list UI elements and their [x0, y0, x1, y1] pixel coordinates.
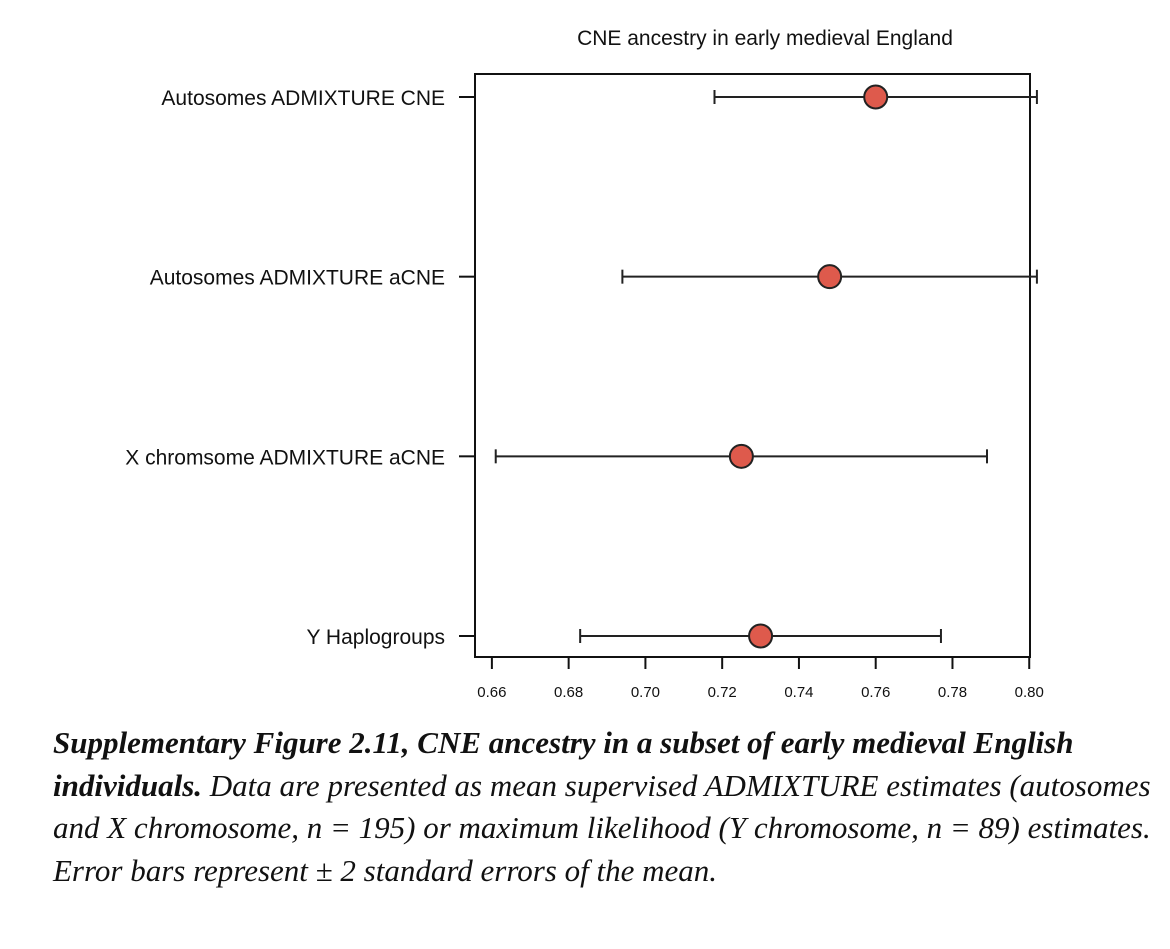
x-tick-label: 0.80	[1015, 684, 1044, 701]
mean-point	[728, 443, 754, 469]
chart-title: CNE ancestry in early medieval England	[577, 27, 953, 50]
x-tick-label: 0.70	[631, 684, 660, 701]
figure-caption: Supplementary Figure 2.11, CNE ancestry …	[53, 722, 1163, 892]
y-tick-label: Autosomes ADMIXTURE aCNE	[150, 267, 445, 290]
x-tick-label: 0.72	[708, 684, 737, 701]
y-tick-label: Autosomes ADMIXTURE CNE	[161, 87, 445, 110]
x-tick-label: 0.76	[861, 684, 890, 701]
caption-text: Data are presented as mean supervised AD…	[53, 767, 1151, 888]
x-tick-label: 0.74	[784, 684, 813, 701]
caption-title: Supplementary Figure 2.11, CNE ancestry …	[53, 725, 1074, 803]
y-tick-label: X chromsome ADMIXTURE aCNE	[125, 446, 445, 469]
mean-point	[863, 84, 889, 110]
y-tick-label: Y Haplogroups	[306, 626, 445, 649]
plot-frame	[474, 73, 1031, 658]
x-tick-label: 0.68	[554, 684, 583, 701]
mean-point	[817, 264, 843, 290]
x-tick-label: 0.78	[938, 684, 967, 701]
mean-point	[748, 623, 774, 649]
x-tick-label: 0.66	[477, 684, 506, 701]
forest-plot: CNE ancestry in early medieval England 0…	[125, 27, 1044, 701]
